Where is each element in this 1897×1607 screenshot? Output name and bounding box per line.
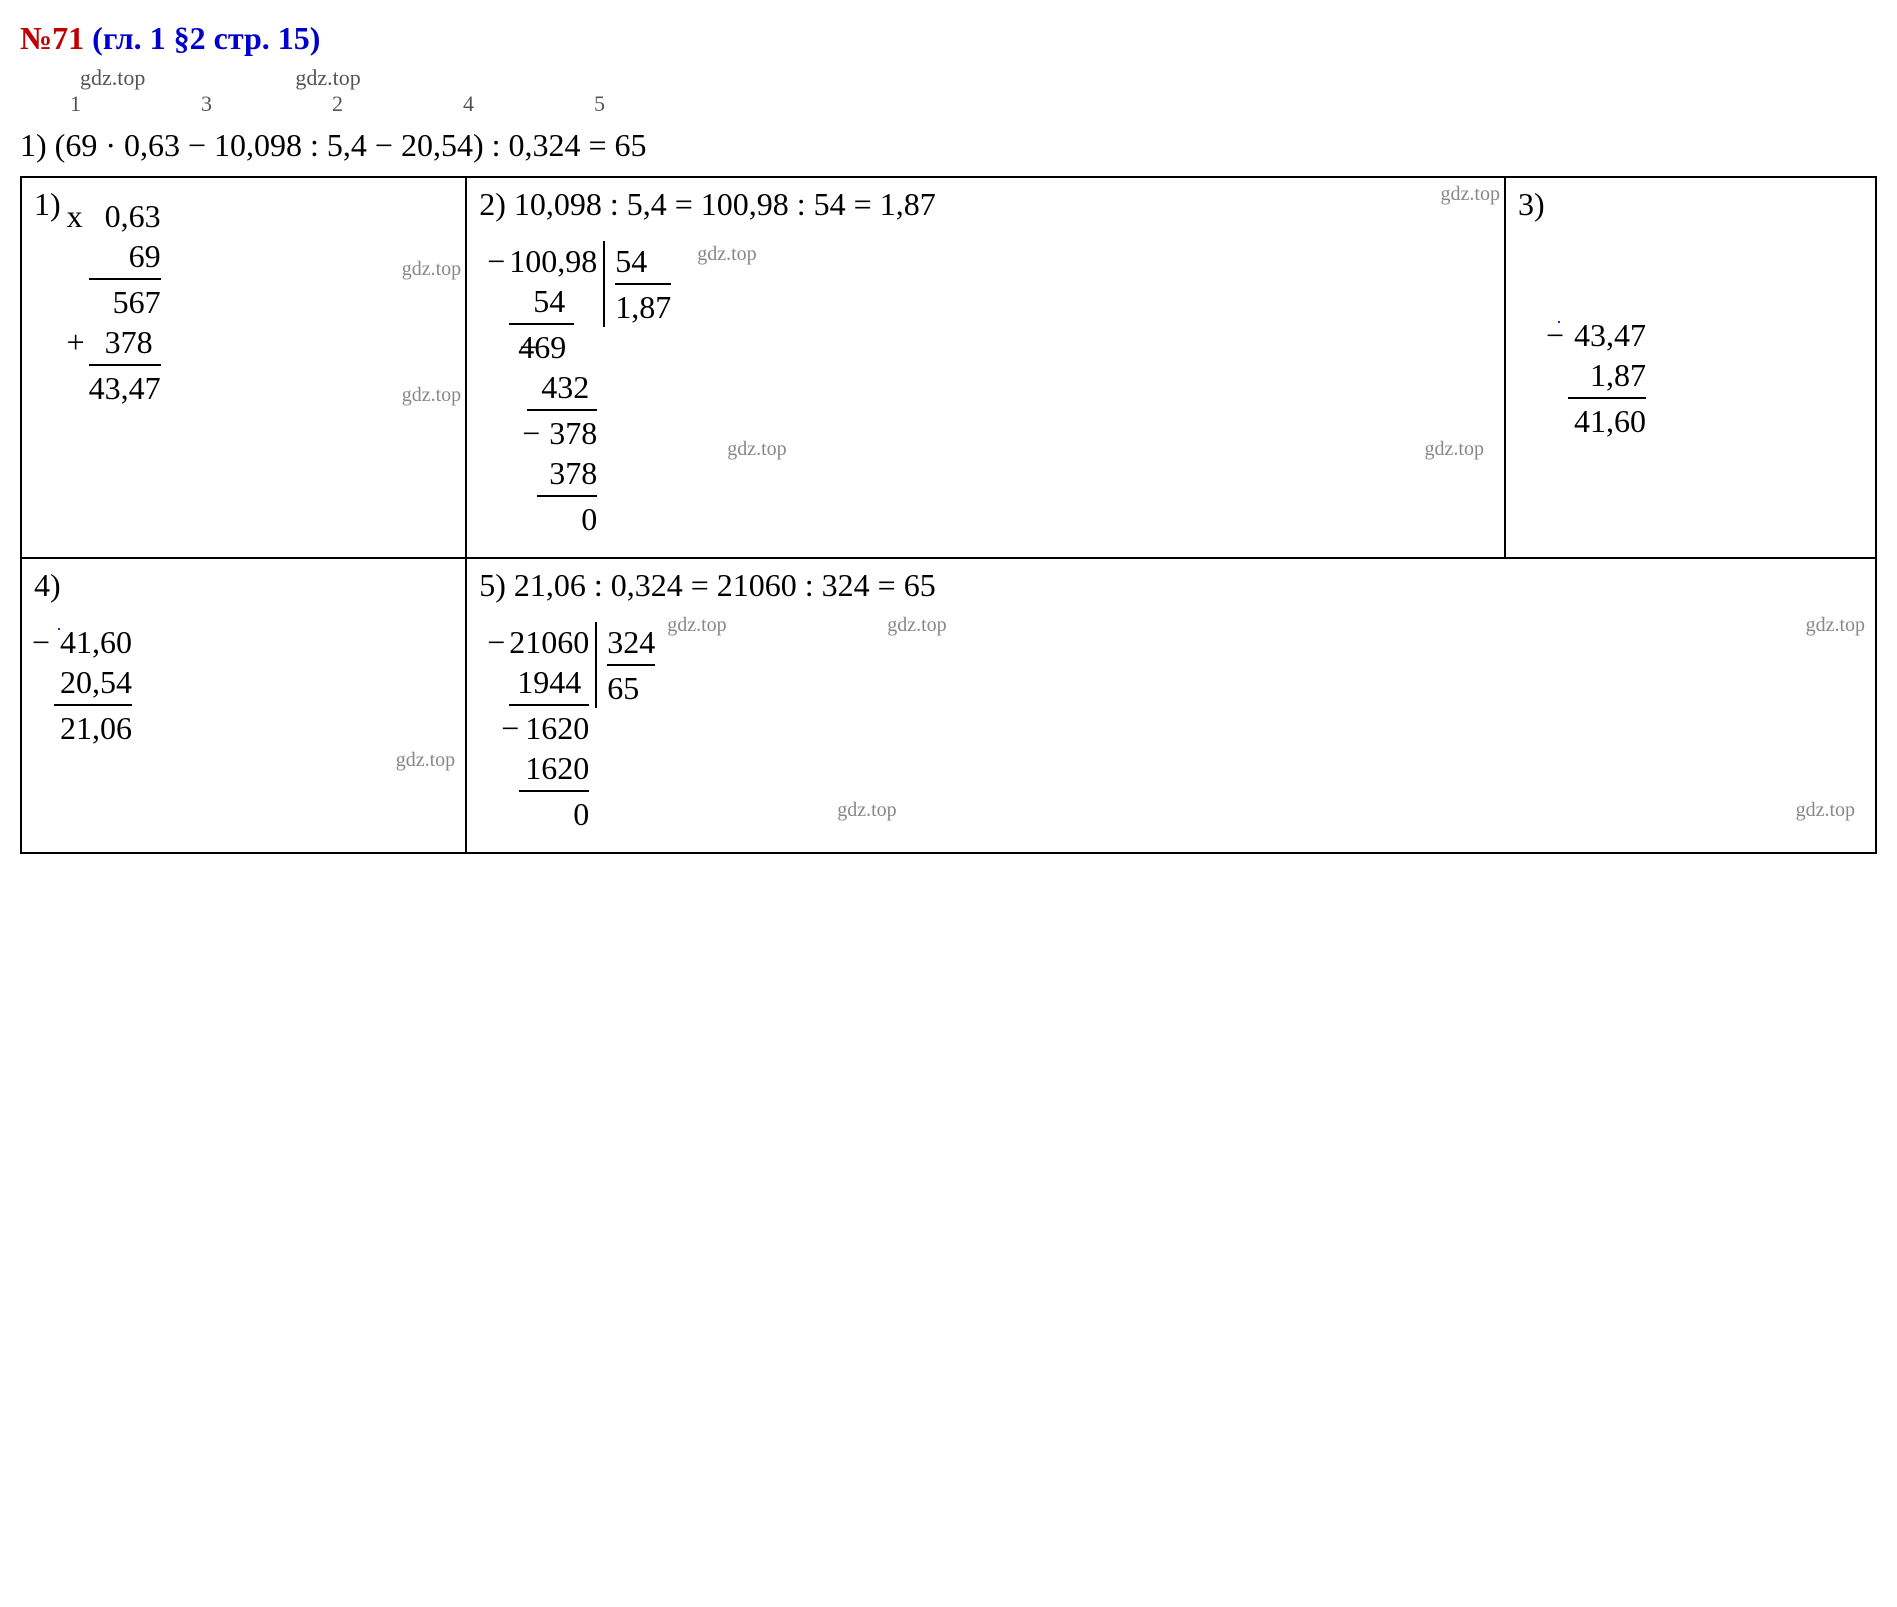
watermark: gdz.top <box>1425 438 1484 461</box>
legend-block: gdz.top gdz.top 1 3 2 4 5 <box>20 65 1877 117</box>
cell-label: 1) <box>34 186 61 223</box>
cell-2: 2) 10,098 : 5,4 = 100,98 : 54 = 1,87 −10… <box>466 177 1505 558</box>
title-reference: (гл. 1 §2 стр. 15) <box>84 20 320 56</box>
multiplication-work: x0,63 69 567 +378 43,47 <box>89 196 161 408</box>
dot-hint: · <box>56 619 62 639</box>
sub-step: 432 <box>541 369 597 405</box>
subtraction-work: ·−41,60 20,54 21,06 <box>54 622 132 748</box>
minus-sign: − <box>32 622 50 662</box>
legend-item: 3 <box>201 91 212 117</box>
watermark: gdz.top <box>402 384 461 407</box>
subtrahend: 1,87 <box>1590 357 1646 393</box>
minus-sign: − <box>522 413 540 453</box>
cell-label: 3) <box>1518 186 1545 223</box>
legend-watermark: gdz.top <box>80 65 145 91</box>
main-equation: 1) (69 · 0,63 − 10,098 : 5,4 − 20,54) : … <box>20 127 1877 164</box>
work-table: 1) x0,63 69 567 +378 43,47 gdz.top gdz.t… <box>20 176 1877 854</box>
watermark: gdz.top <box>667 614 726 637</box>
remainder: 1620 <box>525 710 589 746</box>
quotient: 1,87 <box>615 283 671 327</box>
operand: 69 <box>129 238 161 274</box>
minus-sign: − <box>487 622 505 662</box>
long-division-work: −21060 1944 −1620 1620 0 324 65 <box>509 622 655 834</box>
minuend: 43,47 <box>1574 317 1646 353</box>
result: 43,47 <box>89 370 161 406</box>
watermark: gdz.top <box>837 799 896 822</box>
sub-step: 378 <box>549 455 597 491</box>
equation-line: 10,098 : 5,4 = 100,98 : 54 = 1,87 <box>514 186 936 222</box>
cell-1: 1) x0,63 69 567 +378 43,47 gdz.top gdz.t… <box>21 177 466 558</box>
watermark: gdz.top <box>1441 183 1500 206</box>
watermark: gdz.top <box>1806 614 1865 637</box>
partial-product: 378 <box>105 324 161 360</box>
quotient: 65 <box>607 664 655 708</box>
minuend: 41,60 <box>60 624 132 660</box>
dividend: 21060 <box>509 624 589 660</box>
watermark: gdz.top <box>1796 799 1855 822</box>
multiply-sign: x <box>67 196 83 236</box>
legend-item: 5 <box>594 91 605 117</box>
watermark: gdz.top <box>396 749 455 772</box>
watermark: gdz.top <box>727 438 786 461</box>
long-division-work: −100,98 54 −469 432 −378 378 0 54 1,87 <box>509 241 671 539</box>
result: 21,06 <box>60 710 132 746</box>
legend-item: 2 <box>332 91 343 117</box>
cell-4: 4) ·−41,60 20,54 21,06 gdz.top <box>21 558 466 853</box>
plus-sign: + <box>67 322 85 362</box>
minus-sign: − <box>501 708 519 748</box>
watermark: gdz.top <box>887 614 946 637</box>
cell-label: 5) <box>479 567 506 604</box>
cell-label: 2) <box>479 186 506 223</box>
subtrahend: 20,54 <box>60 664 132 700</box>
cell-3: 3) ·−43,47 1,87 41,60 <box>1505 177 1876 558</box>
legend-watermark: gdz.top <box>295 65 360 91</box>
final-remainder: 0 <box>581 501 597 537</box>
minus-sign: − <box>519 327 537 367</box>
sub-step: 1944 <box>517 664 589 700</box>
divisor: 54 <box>615 241 671 281</box>
final-remainder: 0 <box>573 796 589 832</box>
result: 41,60 <box>1574 403 1646 439</box>
legend-item: 1 <box>70 91 81 117</box>
watermark: gdz.top <box>697 243 756 266</box>
sub-step: 54 <box>533 283 597 319</box>
partial-product: 567 <box>113 284 161 320</box>
watermark: gdz.top <box>402 258 461 281</box>
subtraction-work: ·−43,47 1,87 41,60 <box>1538 315 1646 441</box>
cell-5: 5) 21,06 : 0,324 = 21060 : 324 = 65 −210… <box>466 558 1876 853</box>
cell-label: 4) <box>34 567 61 604</box>
dividend: 100,98 <box>509 243 597 279</box>
divisor: 324 <box>607 622 655 662</box>
operand: 0,63 <box>105 198 161 234</box>
minus-sign: − <box>487 241 505 281</box>
remainder: 378 <box>549 415 597 451</box>
minus-sign: − <box>1546 315 1564 355</box>
equation-line: 21,06 : 0,324 = 21060 : 324 = 65 <box>514 567 936 603</box>
sub-step: 1620 <box>525 750 589 786</box>
legend-item: 4 <box>463 91 474 117</box>
title-number: №71 <box>20 20 84 56</box>
page-title: №71 (гл. 1 §2 стр. 15) <box>20 20 1877 57</box>
